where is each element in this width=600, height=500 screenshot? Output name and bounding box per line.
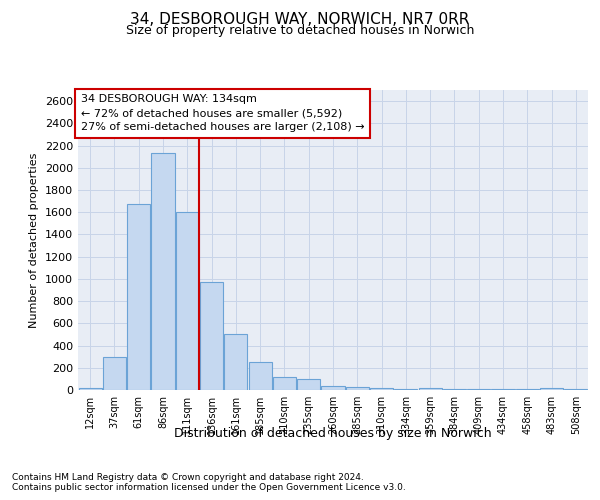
Bar [297,379,320,390]
Text: Contains HM Land Registry data © Crown copyright and database right 2024.: Contains HM Land Registry data © Crown c… [12,472,364,482]
Bar [248,362,272,390]
Bar [540,388,563,390]
Bar [467,389,490,390]
Bar [127,204,150,390]
Bar [322,386,344,390]
Bar [151,154,175,390]
Text: Distribution of detached houses by size in Norwich: Distribution of detached houses by size … [174,428,492,440]
Y-axis label: Number of detached properties: Number of detached properties [29,152,40,328]
Bar [346,386,369,390]
Text: 34 DESBOROUGH WAY: 134sqm
← 72% of detached houses are smaller (5,592)
27% of se: 34 DESBOROUGH WAY: 134sqm ← 72% of detac… [80,94,364,132]
Text: 34, DESBOROUGH WAY, NORWICH, NR7 0RR: 34, DESBOROUGH WAY, NORWICH, NR7 0RR [130,12,470,28]
Bar [273,376,296,390]
Bar [200,282,223,390]
Text: Size of property relative to detached houses in Norwich: Size of property relative to detached ho… [126,24,474,37]
Bar [79,388,101,390]
Bar [370,388,393,390]
Bar [176,212,199,390]
Bar [394,389,418,390]
Bar [224,334,247,390]
Bar [443,389,466,390]
Bar [103,356,126,390]
Text: Contains public sector information licensed under the Open Government Licence v3: Contains public sector information licen… [12,482,406,492]
Bar [419,388,442,390]
Bar [491,388,515,390]
